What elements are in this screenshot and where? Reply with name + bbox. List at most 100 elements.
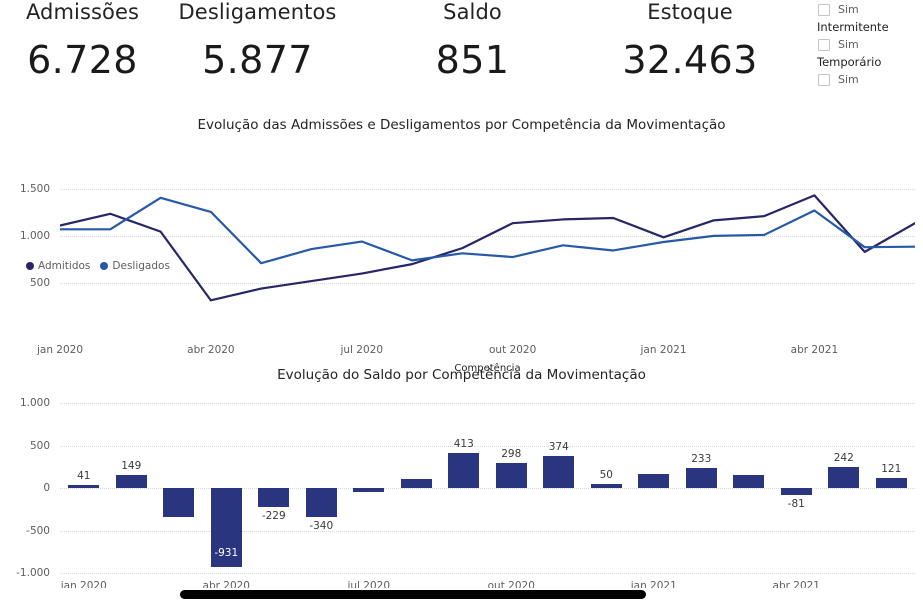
kpi-label: Saldo: [443, 0, 502, 24]
kpi-card-estoque: Estoque 32.463: [570, 0, 810, 83]
kpi-label: Desligamentos: [178, 0, 337, 24]
line-chart-title: Evolução das Admissões e Desligamentos p…: [197, 117, 726, 133]
kpi-value: 851: [435, 38, 510, 82]
kpi-card-admissoes: Admissões 6.728: [0, 0, 165, 83]
y-axis-tick-label: 500: [29, 439, 50, 452]
horizontal-scrollbar-track[interactable]: [0, 588, 923, 600]
horizontal-scrollbar-thumb[interactable]: [179, 590, 647, 599]
kpi-label: Estoque: [647, 0, 733, 24]
y-axis-tick-label: 1.000: [19, 229, 50, 242]
bar[interactable]: [353, 488, 385, 492]
y-axis-tick-label: 1.500: [19, 182, 50, 195]
line-series-desligados: [60, 196, 915, 265]
y-axis-tick-label: -1.000: [16, 567, 50, 579]
bar[interactable]: [875, 477, 907, 488]
y-axis-tick-label: -500: [26, 524, 50, 537]
line-series-admitidos: [60, 194, 915, 302]
gridline: [60, 530, 915, 532]
gridline: [60, 445, 915, 447]
legend-item-admitidos[interactable]: Admitidos: [26, 260, 90, 272]
x-axis-tick-label: abr 2020: [187, 344, 235, 356]
bar[interactable]: [543, 456, 575, 488]
filter-option-sim[interactable]: Sim: [813, 0, 923, 19]
kpi-card-desligamentos: Desligamentos 5.877: [165, 0, 350, 83]
x-axis-tick-label: jul 2020: [340, 344, 384, 356]
filter-option-label: Sim: [838, 72, 859, 86]
bar-value-label: 242: [833, 452, 854, 465]
y-axis-tick-label: 0: [43, 482, 50, 494]
bar-value-label: 374: [548, 441, 569, 454]
bar-value-label: -931: [214, 547, 239, 560]
line-chart-legend[interactable]: Admitidos Desligados: [26, 260, 170, 272]
bar[interactable]: [68, 484, 100, 488]
gridline: [60, 573, 915, 574]
checkbox-icon[interactable]: [818, 38, 830, 51]
bar[interactable]: [733, 474, 765, 488]
bar[interactable]: [685, 468, 717, 488]
x-axis-tick-label: out 2020: [489, 344, 537, 356]
x-axis-title: Competência: [454, 363, 521, 374]
bar[interactable]: [780, 488, 812, 495]
bar[interactable]: [448, 452, 480, 488]
bar-value-label: -229: [261, 510, 286, 523]
filter-option-sim[interactable]: Sim: [813, 70, 923, 89]
bar[interactable]: [638, 473, 670, 488]
legend-item-desligados[interactable]: Desligados: [100, 260, 170, 272]
bar[interactable]: [828, 467, 860, 488]
y-axis-tick-label: 1.000: [19, 397, 50, 409]
y-axis-tick-label: 500: [29, 276, 50, 289]
filter-title: Intermitente: [817, 20, 889, 34]
line-chart-plot-area: 500 1.000 1.500 jan 2020 abr 2020 jul 2020 out…: [20, 170, 915, 374]
kpi-value: 5.877: [202, 38, 313, 82]
kpi-label: Admissões: [25, 0, 140, 24]
bar-chart-plot-area: -1.000 -500 0 500 1.000 41 149 -931 -229 -340 413 2…: [16, 397, 915, 592]
gridline: [60, 403, 915, 404]
bar-value-label: 50: [599, 468, 613, 481]
x-axis-tick-label: jan 2020: [36, 344, 84, 356]
bar-value-label: 233: [691, 453, 712, 466]
bar-chart-title: Evolução do Saldo por Competência da Mov…: [277, 367, 646, 383]
legend-label: Admitidos: [38, 260, 91, 272]
filter-group-3: Temporário Sim: [813, 55, 923, 89]
filter-group-1: Sim: [813, 0, 923, 19]
bar[interactable]: [210, 488, 242, 568]
bar-value-label: -81: [787, 497, 805, 510]
gridline: [60, 188, 915, 190]
filter-option-label: Sim: [838, 2, 859, 16]
bar[interactable]: [163, 488, 195, 517]
filter-panel[interactable]: Sim Intermitente Sim Temporário Sim: [813, 0, 923, 112]
kpi-card-saldo: Saldo 851: [365, 0, 580, 83]
kpi-value: 6.728: [27, 38, 138, 82]
bar[interactable]: [258, 488, 290, 508]
line-series-group: [60, 194, 915, 302]
bar-value-label: 298: [501, 447, 522, 460]
checkbox-icon[interactable]: [818, 3, 830, 16]
checkbox-icon[interactable]: [818, 73, 830, 86]
gridline: [60, 488, 915, 489]
x-axis-tick-label: jan 2021: [640, 344, 687, 356]
bar-value-label: 121: [881, 462, 902, 475]
kpi-row: Admissões 6.728 Desligamentos 5.877 Sald…: [0, 0, 800, 100]
filter-group-2: Intermitente Sim: [813, 20, 923, 54]
line-chart-admissoes-desligamentos: Evolução das Admissões e Desligamentos p…: [0, 112, 923, 374]
filter-option-label: Sim: [838, 37, 859, 51]
bar[interactable]: [590, 483, 622, 488]
bar[interactable]: [400, 478, 432, 488]
legend-dot-icon: [26, 262, 34, 270]
bar-value-label: 413: [453, 437, 474, 450]
bar-value-label: 41: [77, 469, 91, 482]
bar-value-label: 149: [121, 460, 142, 473]
bar[interactable]: [115, 475, 147, 488]
x-axis-tick-label: abr 2021: [790, 344, 839, 356]
legend-dot-icon: [100, 262, 109, 270]
kpi-value: 32.463: [622, 38, 758, 82]
bar[interactable]: [305, 488, 337, 517]
bar-chart-saldo: Evolução do Saldo por Competência da Mov…: [0, 360, 923, 600]
bar-value-label: -340: [309, 519, 334, 532]
filter-title: Temporário: [817, 55, 882, 69]
bar[interactable]: [495, 462, 527, 488]
gridline: [60, 282, 915, 284]
filter-option-sim[interactable]: Sim: [813, 35, 923, 54]
legend-label: Desligados: [112, 260, 170, 272]
